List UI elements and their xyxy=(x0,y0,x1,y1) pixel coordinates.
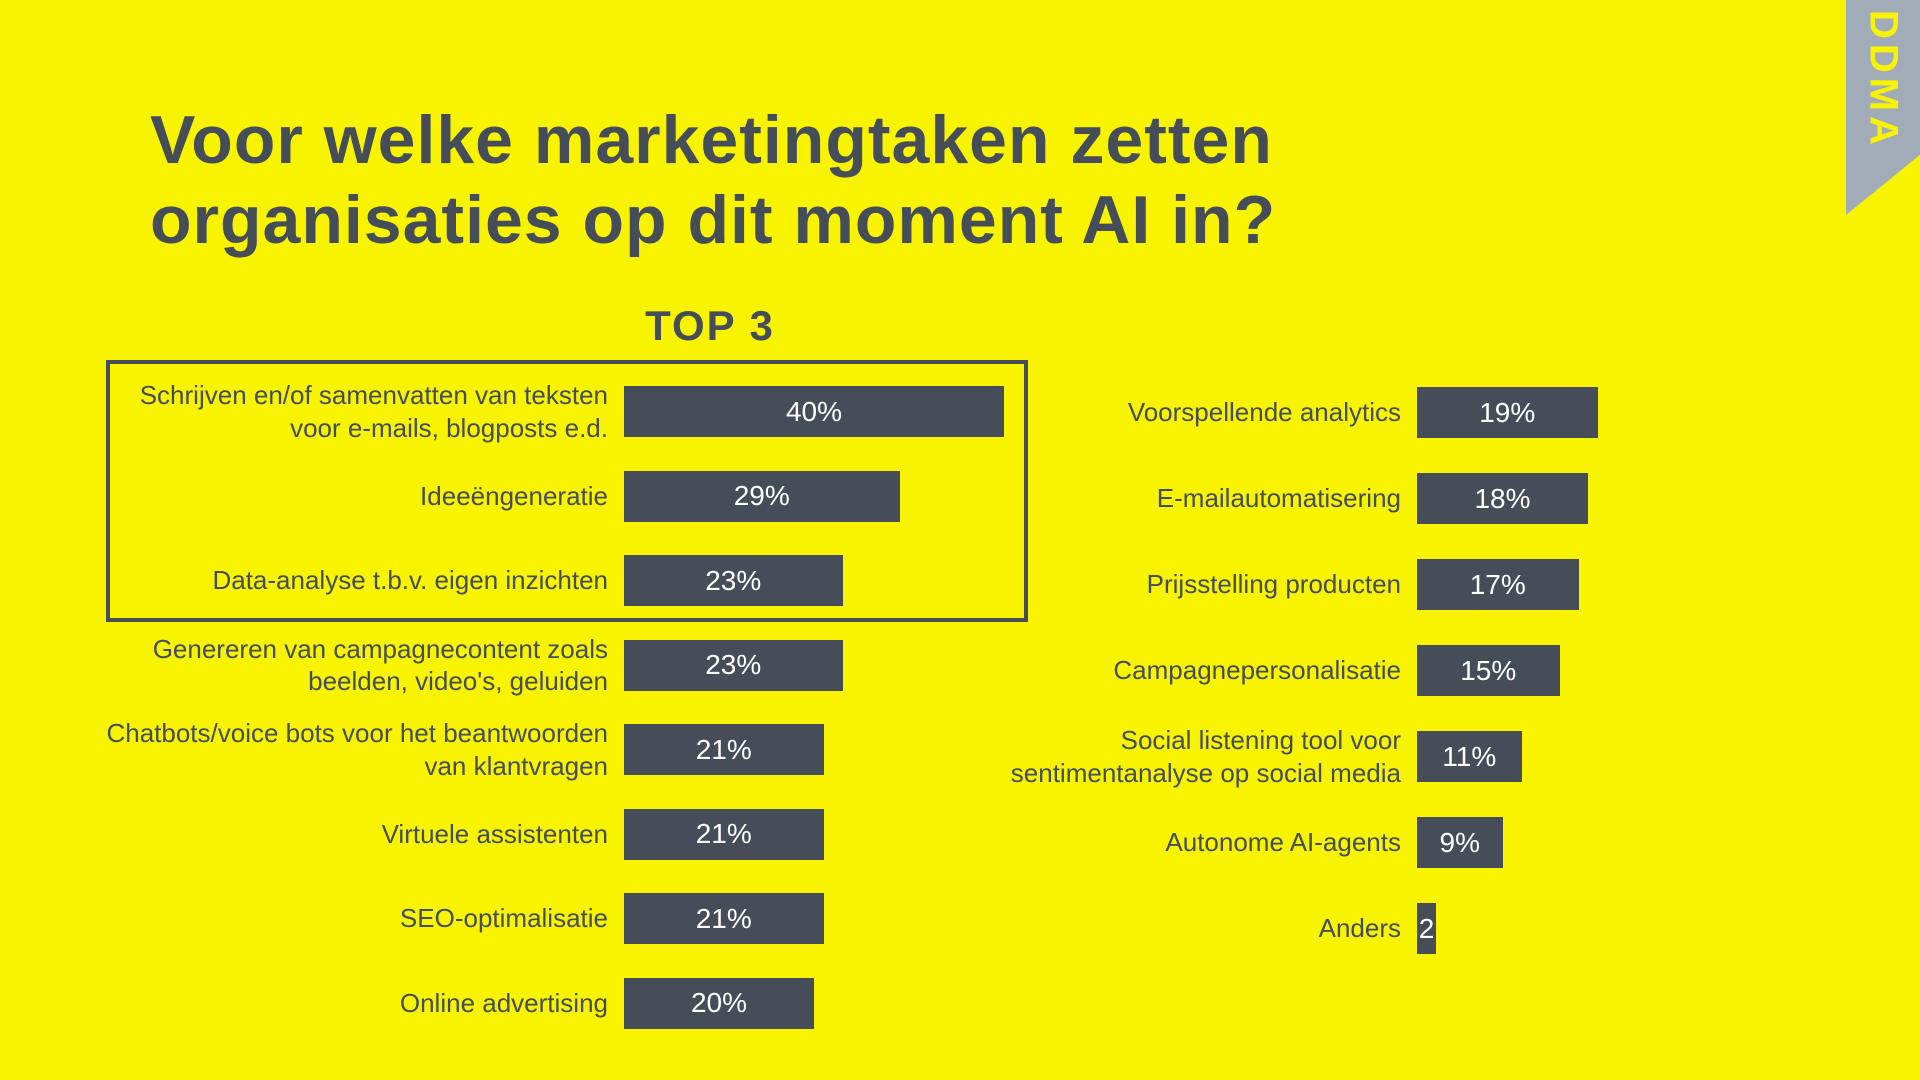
bar: 20% xyxy=(624,977,814,1029)
bar-value: 21% xyxy=(695,733,752,765)
page-title-line-2: organisaties op dit moment AI in? xyxy=(150,182,1277,259)
bar: 21% xyxy=(624,808,824,860)
bar-row: E-mailautomatisering 18% xyxy=(920,473,1598,524)
bar-column-left: Schrijven en/of samenvatten van teksten … xyxy=(106,380,1004,1029)
bar-row: Schrijven en/of samenvatten van teksten … xyxy=(106,380,1004,443)
bar-row: SEO-optimalisatie 21% xyxy=(106,893,1004,944)
bar-value: 18% xyxy=(1474,482,1531,514)
bar-value: 23% xyxy=(705,564,762,596)
bar-label: Chatbots/voice bots voor het beantwoorde… xyxy=(106,718,608,781)
bar-row: Campagnepersonalisatie 15% xyxy=(920,645,1598,696)
bar-label: Data-analyse t.b.v. eigen inzichten xyxy=(212,565,608,596)
bar-row: Data-analyse t.b.v. eigen inzichten 23% xyxy=(106,555,1004,606)
bar-row: Anders 2 xyxy=(920,903,1598,954)
bar-value: 20% xyxy=(690,987,748,1018)
bar-label: Prijsstelling producten xyxy=(1146,569,1401,600)
top3-heading: TOP 3 xyxy=(645,302,775,349)
bar-value: 23% xyxy=(705,649,762,680)
bar: 23% xyxy=(624,639,843,691)
bar-label: Autonome AI-agents xyxy=(1165,827,1401,858)
bar-value: 11% xyxy=(1442,740,1497,772)
bar: 21% xyxy=(624,893,824,944)
bar-label: Schrijven en/of samenvatten van teksten … xyxy=(139,380,608,443)
bar: 9% xyxy=(1417,817,1503,868)
bar-value: 17% xyxy=(1469,568,1526,600)
bar: 19% xyxy=(1417,387,1598,438)
bar-label: Ideeëngeneratie xyxy=(420,480,608,511)
bar-value: 21% xyxy=(695,818,752,849)
bar-label: Anders xyxy=(1318,913,1401,944)
bar-row: Genereren van campagnecontent zoals beel… xyxy=(106,634,1004,696)
bar-label: Virtuele assistenten xyxy=(381,818,608,849)
bar-row: Virtuele assistenten 21% xyxy=(106,808,1004,860)
bar: 18% xyxy=(1417,473,1588,524)
page-title: Voor welke marketingtaken zetten organis… xyxy=(150,100,1276,260)
bar-value: 40% xyxy=(785,395,843,427)
ddma-logo: DDMA xyxy=(1846,0,1920,215)
bar-column-right: Voorspellende analytics 19% E-mailautomati… xyxy=(920,387,1598,954)
bar: 17% xyxy=(1417,559,1579,610)
ddma-logo-text: DDMA xyxy=(1861,10,1906,150)
bar-value: 2 xyxy=(1418,912,1435,944)
bar: 29% xyxy=(624,470,900,522)
bar: 2 xyxy=(1417,903,1436,954)
bar-row: Autonome AI-agents 9% xyxy=(920,817,1598,868)
bar-row: Online advertising 20% xyxy=(106,977,1004,1029)
bar-label: SEO-optimalisatie xyxy=(399,903,608,934)
bar-label: Voorspellende analytics xyxy=(1127,397,1401,428)
bar: 11% xyxy=(1417,731,1522,782)
page-title-line-1: Voor welke marketingtaken zetten xyxy=(150,102,1273,178)
bar: 21% xyxy=(624,724,824,775)
bar-row: Voorspellende analytics 19% xyxy=(920,387,1598,438)
bar: 40% xyxy=(624,386,1004,437)
bar-row: Ideeëngeneratie 29% xyxy=(106,470,1004,522)
bar-label: Genereren van campagnecontent zoals beel… xyxy=(152,633,608,697)
bar-label: Campagnepersonalisatie xyxy=(1113,655,1401,686)
bar-label: Social listening tool voor sentimentanal… xyxy=(1010,725,1401,788)
bar-row: Social listening tool voor sentimentanal… xyxy=(920,725,1598,788)
bar-value: 21% xyxy=(695,902,752,934)
bar: 15% xyxy=(1417,645,1560,696)
bar: 23% xyxy=(624,555,843,606)
bar-row: Chatbots/voice bots voor het beantwoorde… xyxy=(106,718,1004,781)
bar-value: 29% xyxy=(733,480,790,511)
bar-label: Online advertising xyxy=(399,987,608,1018)
bar-value: 19% xyxy=(1479,396,1536,428)
bar-row: Prijsstelling producten 17% xyxy=(920,559,1598,610)
bar-value: 9% xyxy=(1439,826,1480,858)
bar-value: 15% xyxy=(1460,654,1517,686)
bar-label: E-mailautomatisering xyxy=(1156,483,1401,514)
